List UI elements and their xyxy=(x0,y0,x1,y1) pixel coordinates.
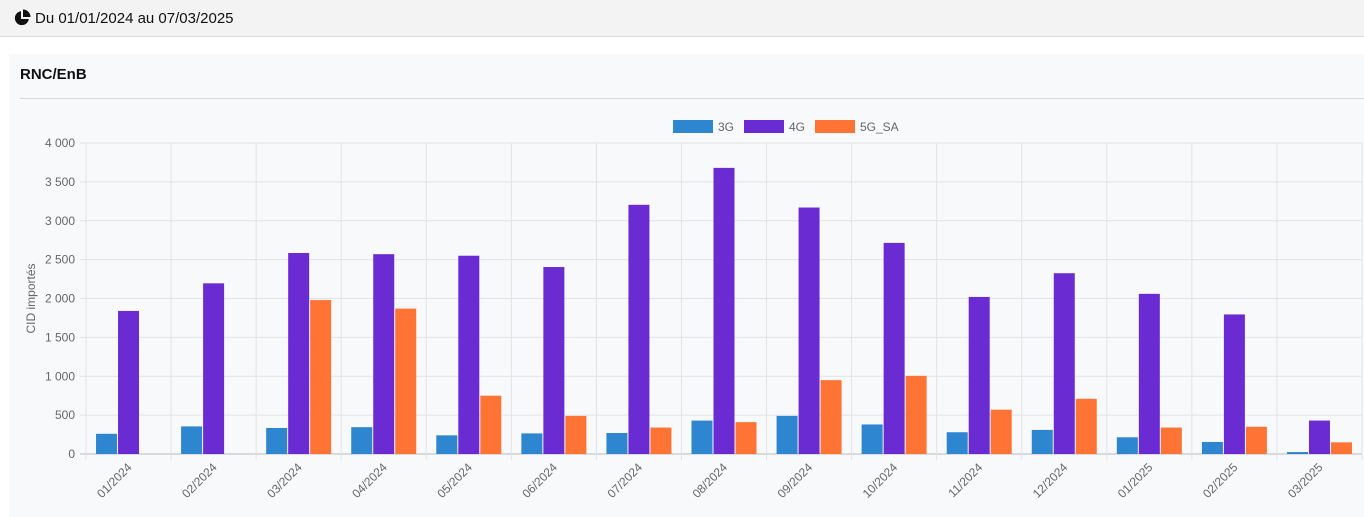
bar-5g-sa xyxy=(905,375,927,454)
chart-card: RNC/EnB 0 500 1 000 1 500 2 000 2 500 3 000 3 5… xyxy=(9,54,1364,517)
bar-5g-sa xyxy=(1160,427,1182,454)
filter-bar: Du 01/01/2024 au 07/03/2025 xyxy=(0,0,1364,37)
bar-3g xyxy=(96,433,118,454)
bar-5g-sa xyxy=(1245,426,1267,454)
bar-4g xyxy=(543,267,565,454)
card-title: RNC/EnB xyxy=(20,66,87,83)
y-tick-label: 1 500 xyxy=(45,330,75,344)
bar-5g-sa xyxy=(990,409,1012,454)
x-tick-label: 03/2025 xyxy=(1285,460,1326,501)
legend-label: 4G xyxy=(789,120,805,134)
bar-4g xyxy=(1308,420,1330,454)
x-tick-label: 02/2025 xyxy=(1200,460,1241,501)
bar-5g-sa xyxy=(650,427,672,454)
x-tick-label: 03/2024 xyxy=(264,460,305,501)
date-range-label: Du 01/01/2024 au 07/03/2025 xyxy=(35,9,234,27)
bar-5g-sa xyxy=(1075,398,1097,454)
legend-label: 3G xyxy=(718,120,734,134)
bar-3g xyxy=(776,415,798,454)
bar-5g-sa xyxy=(310,300,332,454)
bar-4g xyxy=(1053,273,1075,454)
bar-4g xyxy=(1138,293,1160,454)
bar-5g-sa xyxy=(1330,442,1352,454)
y-tick-label: 0 xyxy=(68,447,75,461)
x-tick-label: 08/2024 xyxy=(690,460,731,501)
y-tick-label: 500 xyxy=(55,408,75,422)
bar-5g-sa xyxy=(565,415,587,454)
legend-label: 5G_SA xyxy=(860,120,899,134)
y-tick-label: 4 000 xyxy=(45,136,75,150)
bar-3g xyxy=(521,433,543,454)
bar-3g xyxy=(606,433,628,454)
bar-3g xyxy=(181,426,203,454)
bar-3g xyxy=(1201,441,1223,454)
y-tick-label: 3 000 xyxy=(45,214,75,228)
bar-3g xyxy=(861,424,883,454)
x-tick-label: 06/2024 xyxy=(519,460,560,501)
legend-swatch xyxy=(815,120,855,133)
x-tick-label: 04/2024 xyxy=(349,460,390,501)
x-tick-label: 09/2024 xyxy=(775,460,816,501)
bar-4g xyxy=(1223,314,1245,454)
y-tick-label: 1 000 xyxy=(45,369,75,383)
bar-3g xyxy=(351,427,373,454)
bar-chart: 0 500 1 000 1 500 2 000 2 500 3 000 3 500 4 000 C… xyxy=(24,120,1363,501)
bar-4g xyxy=(288,253,310,454)
legend-swatch xyxy=(673,120,713,133)
bar-4g xyxy=(203,283,225,454)
bar-5g-sa xyxy=(820,380,842,454)
bar-4g xyxy=(458,255,480,454)
x-tick-label: 02/2024 xyxy=(179,460,220,501)
bar-3g xyxy=(1116,437,1138,454)
bar-4g xyxy=(118,310,140,454)
bar-3g xyxy=(691,420,713,454)
bar-3g xyxy=(946,432,968,454)
bar-3g xyxy=(1286,452,1308,454)
y-tick-label: 2 500 xyxy=(45,253,75,267)
bar-5g-sa xyxy=(735,422,757,454)
bar-4g xyxy=(883,242,905,454)
bar-4g xyxy=(373,254,395,454)
y-tick-label: 2 000 xyxy=(45,292,75,306)
x-tick-label: 05/2024 xyxy=(434,460,475,501)
x-tick-label: 10/2024 xyxy=(860,460,901,501)
x-tick-label: 07/2024 xyxy=(604,460,645,501)
legend-swatch xyxy=(744,120,784,133)
y-axis-title: CID importés xyxy=(24,263,38,333)
bar-4g xyxy=(713,167,735,454)
bar-3g xyxy=(1031,429,1053,454)
x-tick-label: 01/2024 xyxy=(94,460,135,501)
bar-4g xyxy=(968,296,990,454)
bar-5g-sa xyxy=(395,308,417,454)
bar-3g xyxy=(436,435,458,454)
x-tick-label: 01/2025 xyxy=(1115,460,1156,501)
pie-chart-icon xyxy=(13,9,31,27)
bar-4g xyxy=(628,204,650,454)
bar-3g xyxy=(266,427,288,454)
card-divider xyxy=(20,98,1364,99)
bar-4g xyxy=(798,207,820,454)
x-tick-label: 11/2024 xyxy=(945,460,985,500)
bar-5g-sa xyxy=(480,395,502,454)
y-tick-label: 3 500 xyxy=(45,175,75,189)
x-tick-label: 12/2024 xyxy=(1030,460,1071,501)
